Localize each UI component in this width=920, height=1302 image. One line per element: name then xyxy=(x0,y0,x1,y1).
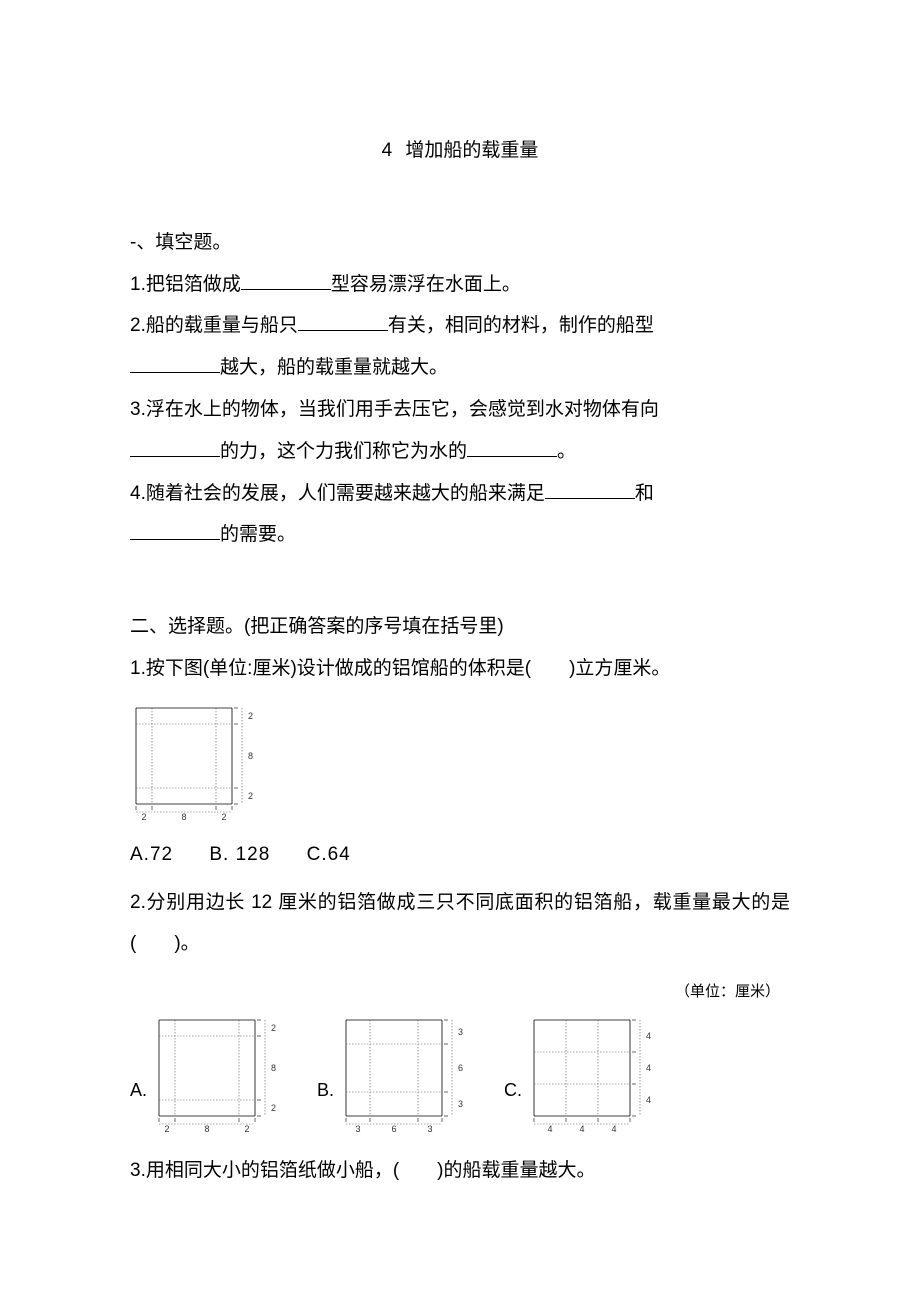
q-a3-mid: 的力，这个力我们称它为水的 xyxy=(220,441,467,462)
q-b2-options: A. 2 8 2 2 8 2 B. 3 6 3 3 6 3 C. 4 4 4 4 4 4 xyxy=(130,1014,790,1138)
svg-text:4: 4 xyxy=(612,1124,617,1134)
q-a2-mid: 有关，相同的材料，制作的船型 xyxy=(388,315,654,336)
unit-note: （单位：厘米） xyxy=(130,975,790,1008)
svg-text:3: 3 xyxy=(356,1124,361,1134)
blank[interactable] xyxy=(298,312,388,331)
option-label-c: C. xyxy=(504,1071,522,1111)
option-b[interactable]: B. 128 xyxy=(209,834,270,876)
q-a4-pre: 4.随着社会的发展，人们需要越来越大的船来满足 xyxy=(130,483,545,504)
option-a-wrap[interactable]: A. 2 8 2 2 8 2 xyxy=(130,1014,289,1138)
fold-diagram-1: 2 8 2 2 8 2 xyxy=(130,702,266,826)
blank[interactable] xyxy=(467,438,557,457)
title-number: 4 xyxy=(382,130,393,172)
svg-text:8: 8 xyxy=(181,812,186,822)
q-a4: 4.随着社会的发展，人们需要越来越大的船来满足 和 的需要。 xyxy=(130,473,790,557)
svg-text:4: 4 xyxy=(580,1124,585,1134)
q-a1: 1.把铝箔做成 型容易漂浮在水面上。 xyxy=(130,264,790,306)
svg-text:3: 3 xyxy=(458,1099,463,1109)
blank[interactable] xyxy=(130,438,220,457)
svg-text:2: 2 xyxy=(248,711,253,721)
q-a3-post: 。 xyxy=(557,441,576,462)
q-a2-pre: 2.船的载重量与船只 xyxy=(130,315,298,336)
q-a1-post: 型容易漂浮在水面上。 xyxy=(331,274,521,295)
q-a3-pre: 3.浮在水上的物体，当我们用手去压它，会感觉到水对物体有向 xyxy=(130,399,659,420)
q-a1-pre: 1.把铝箔做成 xyxy=(130,274,241,295)
q-a4-mid: 和 xyxy=(635,483,654,504)
page-title: 4 增加船的载重量 xyxy=(130,130,790,172)
title-text: 增加船的载重量 xyxy=(405,140,538,161)
section-a-heading: -、填空题。 xyxy=(130,222,790,264)
fold-diagram-a: 2 8 2 2 8 2 xyxy=(153,1014,289,1138)
q-a2: 2.船的载重量与船只 有关，相同的材料，制作的船型 越大，船的载重量就越大。 xyxy=(130,305,790,389)
option-label-a: A. xyxy=(130,1071,147,1111)
blank[interactable] xyxy=(241,271,331,290)
svg-text:2: 2 xyxy=(271,1103,276,1113)
option-c[interactable]: C.64 xyxy=(307,834,351,876)
q-b1-text: 1.按下图(单位:厘米)设计做成的铝馆船的体积是( )立方厘米。 xyxy=(130,648,790,690)
q-b2-text: 2.分别用边长 12 厘米的铝箔做成三只不同底面积的铝箔船，载重量最大的是( )… xyxy=(130,882,790,966)
blank[interactable] xyxy=(130,354,220,373)
section-b-heading: 二、选择题。(把正确答案的序号填在括号里) xyxy=(130,606,790,648)
q-a4-post: 的需要。 xyxy=(220,524,296,545)
svg-text:4: 4 xyxy=(646,1031,651,1041)
svg-text:3: 3 xyxy=(428,1124,433,1134)
svg-text:6: 6 xyxy=(458,1063,463,1073)
svg-text:8: 8 xyxy=(205,1124,210,1134)
option-b-wrap[interactable]: B. 3 6 3 3 6 3 xyxy=(317,1014,476,1138)
option-c-wrap[interactable]: C. 4 4 4 4 4 4 xyxy=(504,1014,664,1138)
svg-text:4: 4 xyxy=(646,1095,651,1105)
svg-text:4: 4 xyxy=(548,1124,553,1134)
svg-text:2: 2 xyxy=(245,1124,250,1134)
svg-text:2: 2 xyxy=(271,1023,276,1033)
q-b1-figure: 2 8 2 2 8 2 xyxy=(130,702,790,826)
fold-diagram-b: 3 6 3 3 6 3 xyxy=(340,1014,476,1138)
q-b3-text: 3.用相同大小的铝箔纸做小船，( )的船载重量越大。 xyxy=(130,1150,790,1192)
svg-text:8: 8 xyxy=(271,1063,276,1073)
blank[interactable] xyxy=(130,521,220,540)
blank[interactable] xyxy=(545,480,635,499)
svg-text:2: 2 xyxy=(248,791,253,801)
svg-text:3: 3 xyxy=(458,1027,463,1037)
q-b1-options: A.72 B. 128 C.64 xyxy=(130,834,790,876)
svg-text:2: 2 xyxy=(165,1124,170,1134)
q-a3: 3.浮在水上的物体，当我们用手去压它，会感觉到水对物体有向 的力，这个力我们称它… xyxy=(130,389,790,473)
option-label-b: B. xyxy=(317,1071,334,1111)
svg-text:2: 2 xyxy=(221,812,226,822)
svg-text:4: 4 xyxy=(646,1063,651,1073)
svg-text:2: 2 xyxy=(141,812,146,822)
svg-text:8: 8 xyxy=(248,751,253,761)
q-a2-post: 越大，船的载重量就越大。 xyxy=(220,357,448,378)
option-a[interactable]: A.72 xyxy=(130,834,173,876)
fold-diagram-c: 4 4 4 4 4 4 xyxy=(528,1014,664,1138)
svg-text:6: 6 xyxy=(392,1124,397,1134)
